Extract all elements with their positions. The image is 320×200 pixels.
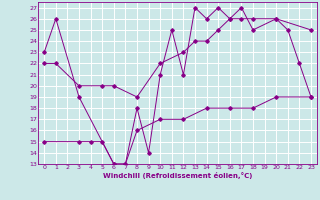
X-axis label: Windchill (Refroidissement éolien,°C): Windchill (Refroidissement éolien,°C): [103, 172, 252, 179]
